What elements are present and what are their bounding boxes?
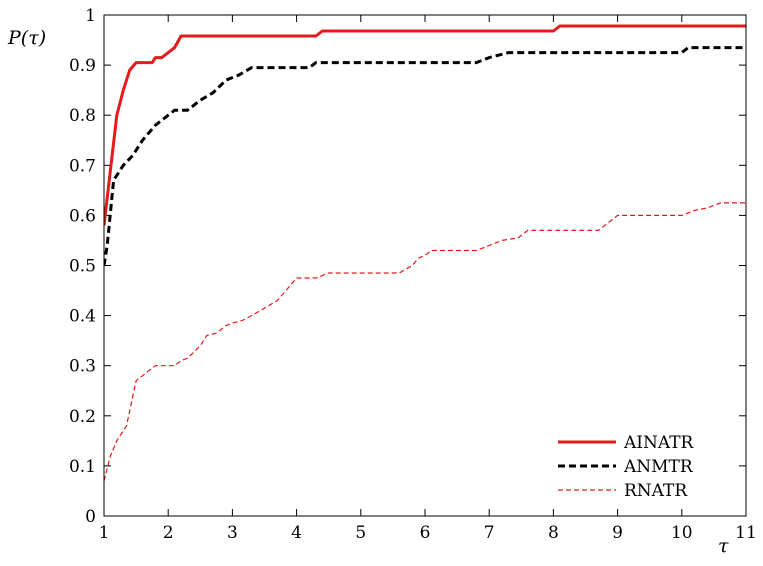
y-tick-label: 1 (85, 6, 96, 26)
y-tick-label: 0 (85, 507, 96, 527)
x-tick-label: 10 (671, 523, 693, 543)
plot-frame (103, 14, 747, 517)
x-tick-label: 8 (548, 523, 559, 543)
series-line-ainatr (104, 24, 746, 226)
y-tick-label: 0.5 (69, 257, 96, 277)
x-tick-label: 3 (227, 523, 238, 543)
x-tick-label: 4 (291, 523, 302, 543)
y-tick-label: 0.3 (69, 357, 96, 377)
y-tick-label: 0.7 (69, 156, 96, 176)
x-tick-label: 7 (484, 523, 495, 543)
y-axis-label: P(τ) (7, 27, 46, 49)
ticks-layer: 1 2 3 4 5 6 7 8 9 10 11 0 0.1 0.2 0.3 0.4 0.5 0.6 0.7 0.8 0.… (69, 6, 757, 543)
y-tick-label: 0.1 (69, 457, 96, 477)
series-layer (104, 24, 746, 482)
x-tick-label: 9 (612, 523, 623, 543)
x-tick-label: 5 (355, 523, 366, 543)
x-axis-label: τ (718, 535, 729, 557)
legend-label: AINATR (623, 433, 695, 453)
x-tick-label: 11 (735, 523, 757, 543)
series-line-anmtr (104, 46, 746, 266)
labels-layer: P(τ) τ (7, 27, 729, 557)
legend: AINATR ANMTR RNATR (558, 433, 695, 501)
legend-label: ANMTR (623, 457, 694, 477)
y-tick-label: 0.8 (69, 106, 96, 126)
series-line-rnatr (104, 202, 746, 482)
y-tick-label: 0.4 (69, 307, 96, 327)
x-tick-label: 2 (163, 523, 174, 543)
y-tick-label: 0.9 (69, 56, 96, 76)
y-tick-label: 0.2 (69, 407, 96, 427)
x-tick-label: 1 (99, 523, 110, 543)
legend-label: RNATR (624, 481, 688, 501)
y-tick-label: 0.6 (69, 206, 96, 226)
x-tick-label: 6 (420, 523, 431, 543)
